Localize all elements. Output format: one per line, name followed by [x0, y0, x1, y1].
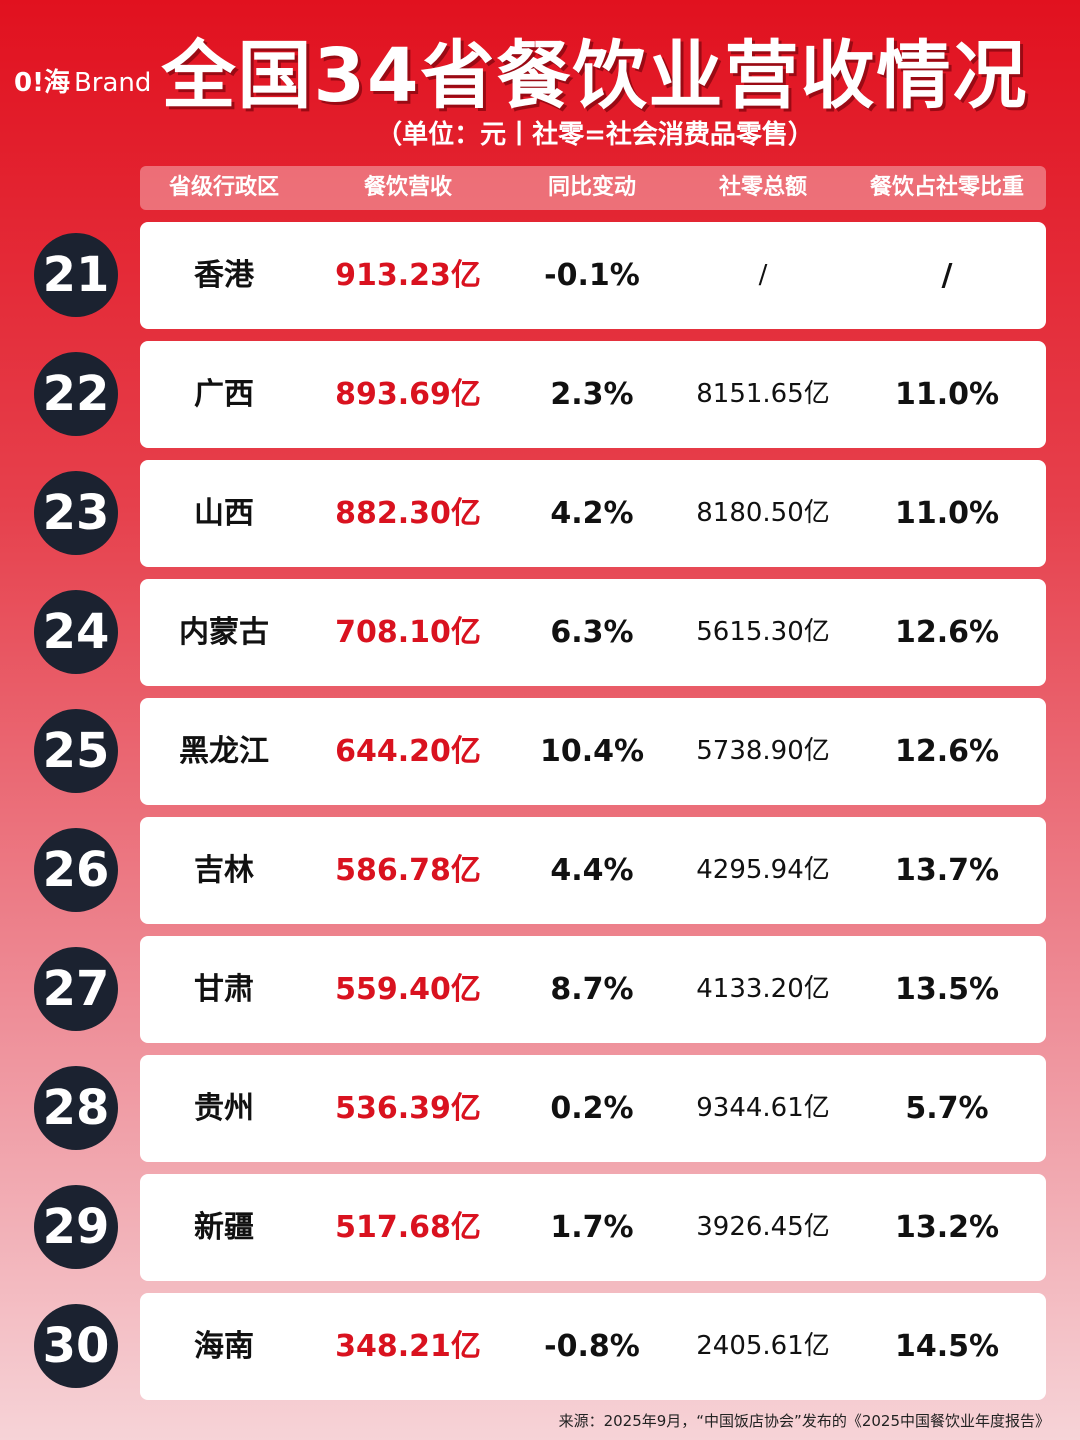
cell-retail: 8151.65亿: [696, 379, 830, 409]
cell-retail: 8180.50亿: [696, 498, 830, 528]
cell-revenue: 913.23亿: [335, 258, 481, 293]
rank-badge: 28: [34, 1066, 118, 1150]
column-header: 社零总额: [718, 175, 808, 200]
cell-region: 黑龙江: [179, 734, 269, 769]
cell-yoy: 8.7%: [550, 972, 634, 1007]
cell-revenue: 644.20亿: [335, 734, 481, 769]
cell-region: 甘肃: [194, 972, 254, 1007]
title: 全国34省餐饮业营收情况: [161, 33, 1029, 119]
cell-retail: 3926.45亿: [696, 1212, 830, 1242]
table-row: 内蒙古 708.10亿 6.3% 5615.30亿 12.6%: [140, 579, 1046, 686]
cell-revenue: 586.78亿: [335, 853, 481, 888]
cell-share: 12.6%: [894, 615, 1000, 650]
rank-badge: 23: [34, 471, 118, 555]
cell-retail: 4295.94亿: [696, 855, 830, 885]
cell-retail: 4133.20亿: [696, 974, 830, 1004]
rank-badge: 27: [34, 947, 118, 1031]
cell-revenue: 893.69亿: [335, 377, 481, 412]
cell-yoy: 4.4%: [550, 853, 634, 888]
logo: 0!海 Brand: [14, 62, 151, 99]
cell-yoy: -0.1%: [544, 258, 640, 293]
logo-mark: 0!海: [14, 68, 70, 98]
cell-revenue: 348.21亿: [335, 1329, 481, 1364]
column-header: 餐饮占社零比重: [869, 175, 1025, 200]
cell-region: 海南: [194, 1329, 254, 1364]
source: 来源：2025年9月，“中国饭店协会”发布的《2025中国餐饮业年度报告》: [558, 1412, 1050, 1430]
cell-yoy: 6.3%: [550, 615, 634, 650]
cell-revenue: 708.10亿: [335, 615, 481, 650]
cell-yoy: 1.7%: [550, 1210, 634, 1245]
cell-share: 12.6%: [894, 734, 1000, 769]
cell-revenue: 559.40亿: [335, 972, 481, 1007]
table-row: 海南 348.21亿 -0.8% 2405.61亿 14.5%: [140, 1293, 1046, 1400]
rank-badge: 24: [34, 590, 118, 674]
cell-share: 13.2%: [894, 1210, 1000, 1245]
cell-share: 11.0%: [894, 496, 1000, 531]
cell-region: 香港: [194, 258, 254, 293]
cell-revenue: 517.68亿: [335, 1210, 481, 1245]
cell-share: 13.7%: [894, 853, 1000, 888]
cell-retail: 5738.90亿: [696, 736, 830, 766]
table-row: 新疆 517.68亿 1.7% 3926.45亿 13.2%: [140, 1174, 1046, 1281]
cell-share: /: [941, 258, 953, 293]
cell-region: 新疆: [194, 1210, 254, 1245]
table-row: 香港 913.23亿 -0.1% / /: [140, 222, 1046, 329]
cell-share: 13.5%: [894, 972, 1000, 1007]
table-row: 吉林 586.78亿 4.4% 4295.94亿 13.7%: [140, 817, 1046, 924]
table-row: 山西 882.30亿 4.2% 8180.50亿 11.0%: [140, 460, 1046, 567]
cell-share: 14.5%: [894, 1329, 1000, 1364]
cell-revenue: 536.39亿: [335, 1091, 481, 1126]
cell-yoy: 0.2%: [550, 1091, 634, 1126]
table-row: 甘肃 559.40亿 8.7% 4133.20亿 13.5%: [140, 936, 1046, 1043]
cell-region: 内蒙古: [179, 615, 269, 650]
cell-region: 吉林: [194, 853, 254, 888]
cell-yoy: 4.2%: [550, 496, 634, 531]
rank-badge: 29: [34, 1185, 118, 1269]
rank-badge: 25: [34, 709, 118, 793]
cell-share: 5.7%: [905, 1091, 989, 1126]
table-row: 黑龙江 644.20亿 10.4% 5738.90亿 12.6%: [140, 698, 1046, 805]
cell-region: 山西: [194, 496, 254, 531]
table-header: 省级行政区 餐饮营收 同比变动 社零总额 餐饮占社零比重: [140, 166, 1046, 210]
cell-retail: 2405.61亿: [696, 1331, 830, 1361]
rank-badge: 30: [34, 1304, 118, 1388]
rank-badge: 26: [34, 828, 118, 912]
cell-share: 11.0%: [894, 377, 1000, 412]
cell-retail: 9344.61亿: [696, 1093, 830, 1123]
cell-yoy: 2.3%: [550, 377, 634, 412]
cell-retail: 5615.30亿: [696, 617, 830, 647]
subtitle: （单位：元丨社零=社会消费品零售）: [376, 120, 814, 150]
logo-text: Brand: [73, 68, 152, 98]
table-row: 广西 893.69亿 2.3% 8151.65亿 11.0%: [140, 341, 1046, 448]
cell-retail: /: [758, 260, 768, 290]
column-header: 省级行政区: [168, 175, 280, 200]
cell-region: 广西: [194, 377, 254, 412]
table-row: 贵州 536.39亿 0.2% 9344.61亿 5.7%: [140, 1055, 1046, 1162]
column-header: 餐饮营收: [363, 175, 453, 200]
rank-badge: 22: [34, 352, 118, 436]
cell-revenue: 882.30亿: [335, 496, 481, 531]
cell-yoy: -0.8%: [544, 1329, 640, 1364]
rank-badge: 21: [34, 233, 118, 317]
cell-yoy: 10.4%: [539, 734, 645, 769]
cell-region: 贵州: [194, 1091, 254, 1126]
column-header: 同比变动: [547, 175, 637, 200]
